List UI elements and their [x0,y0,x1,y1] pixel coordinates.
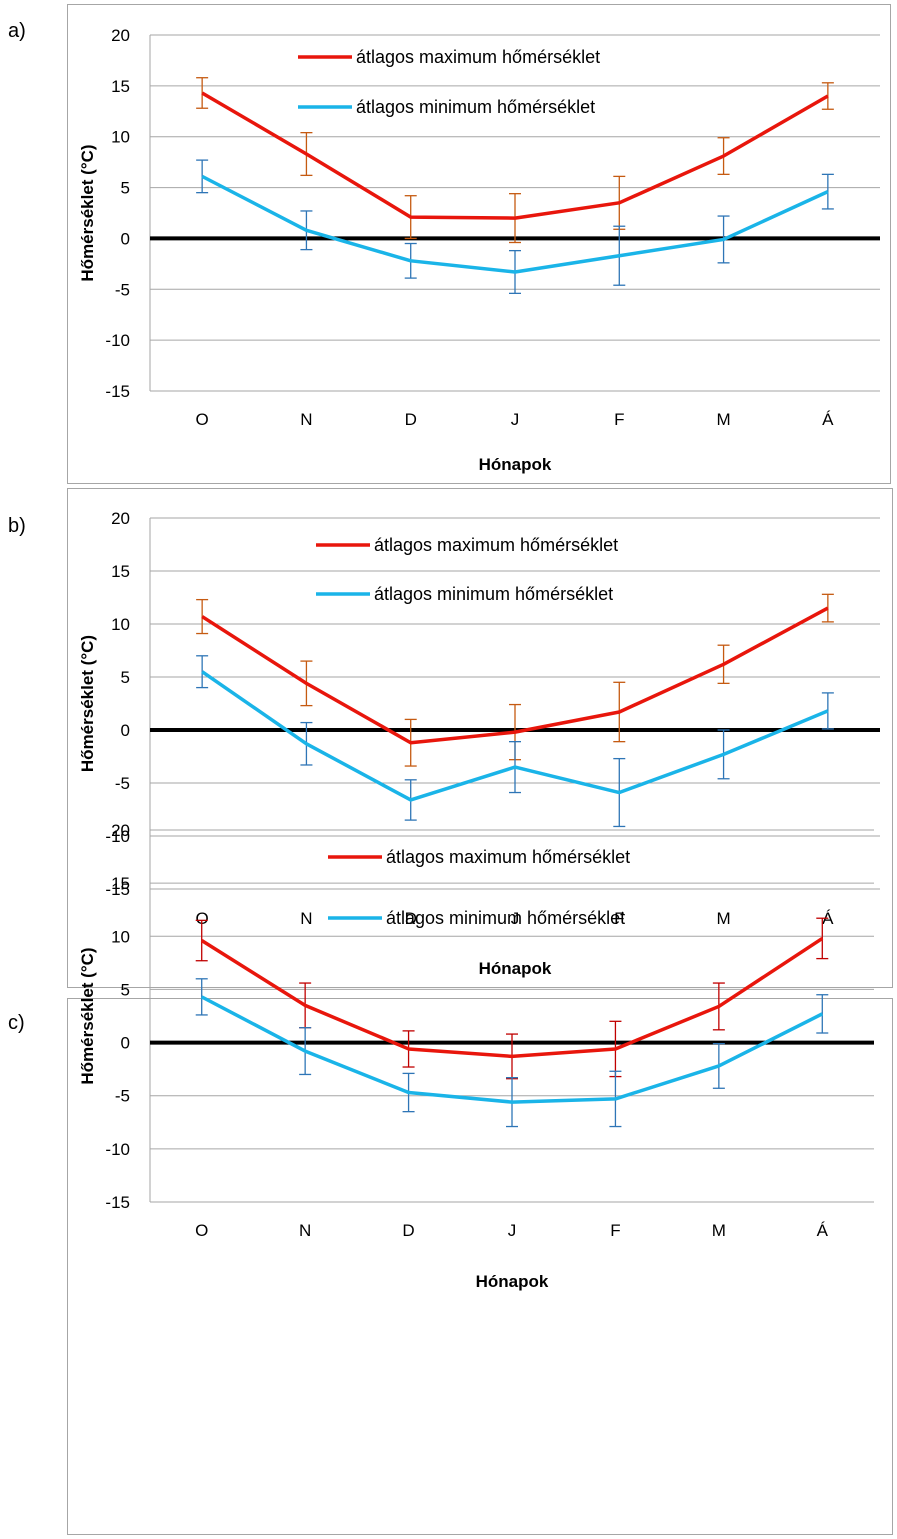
panel-label-a: a) [8,20,26,42]
legend-label-max-c: átlagos maximum hőmérséklet [386,847,630,867]
y-tick-label-c: 10 [111,927,130,946]
series-line-min-c [200,995,824,1104]
series-line-max-a [201,91,829,220]
x-tick-label-b: F [614,909,624,928]
series-line-max-b [201,606,829,745]
y-tick-label-c: 0 [121,1034,130,1053]
x-tick-label-b: J [511,909,520,928]
x-tick-label-a: Á [822,410,834,429]
chart-frame-b [67,488,893,988]
x-tick-label-c: D [402,1221,414,1240]
x-tick-label-a: O [196,410,209,429]
x-axis-title-b: Hónapok [479,959,552,978]
x-tick-label-b: M [716,909,730,928]
y-tick-label-c: 5 [121,980,130,999]
y-tick-label-a: 0 [121,229,130,248]
chart-frame-c [67,998,893,1535]
y-tick-label-c: -15 [105,1193,130,1212]
y-tick-label-b: 0 [121,721,130,740]
x-axis-title-c: Hónapok [476,1272,549,1291]
y-tick-label-b: -15 [105,880,130,899]
y-tick-label-a: -10 [105,331,130,350]
y-tick-label-a: 5 [121,179,130,198]
y-axis-title-b: Hőmérséklet (°C) [78,635,97,772]
y-tick-label-b: -10 [105,827,130,846]
legend-label-min-b: átlagos minimum hőmérséklet [374,584,613,604]
x-tick-label-c: O [195,1221,208,1240]
x-tick-label-b: O [196,909,209,928]
panel-label-b: b) [8,515,26,537]
chart-frame-a [67,4,891,484]
x-axis-title-a: Hónapok [479,455,552,474]
x-tick-label-b: N [300,909,312,928]
y-tick-label-a: 10 [111,128,130,147]
y-axis-title-a: Hőmérséklet (°C) [78,144,97,281]
x-tick-label-b: D [405,909,417,928]
panel-label-c: c) [8,1012,25,1034]
y-tick-label-b: 20 [111,509,130,528]
x-tick-label-a: D [405,410,417,429]
y-tick-label-b: -5 [115,774,130,793]
legend-label-min-a: átlagos minimum hőmérséklet [356,97,595,117]
x-tick-label-a: N [300,410,312,429]
x-tick-label-a: F [614,410,624,429]
legend-label-min-c: átlagos minimum hőmérséklet [386,908,625,928]
y-tick-label-c: -10 [105,1140,130,1159]
x-tick-label-c: Á [817,1221,829,1240]
legend-label-max-a: átlagos maximum hőmérséklet [356,47,600,67]
x-tick-label-a: M [716,410,730,429]
x-tick-label-c: F [610,1221,620,1240]
x-tick-label-c: N [299,1221,311,1240]
x-tick-label-a: J [511,410,520,429]
y-tick-label-a: -5 [115,280,130,299]
y-tick-label-b: 5 [121,668,130,687]
series-line-min-b [201,670,829,802]
y-tick-label-c: -5 [115,1087,130,1106]
x-tick-label-c: M [712,1221,726,1240]
x-tick-label-c: J [508,1221,517,1240]
y-tick-label-c: 15 [111,874,130,893]
y-tick-label-c: 20 [111,821,130,840]
y-tick-label-a: -15 [105,382,130,401]
y-tick-label-a: 20 [111,26,130,45]
y-tick-label-b: 15 [111,562,130,581]
y-tick-label-b: 10 [111,615,130,634]
series-line-max-c [200,936,824,1059]
series-line-min-a [201,174,829,274]
y-tick-label-a: 15 [111,77,130,96]
legend-label-max-b: átlagos maximum hőmérséklet [374,535,618,555]
y-axis-title-c: Hőmérséklet (°C) [78,947,97,1084]
